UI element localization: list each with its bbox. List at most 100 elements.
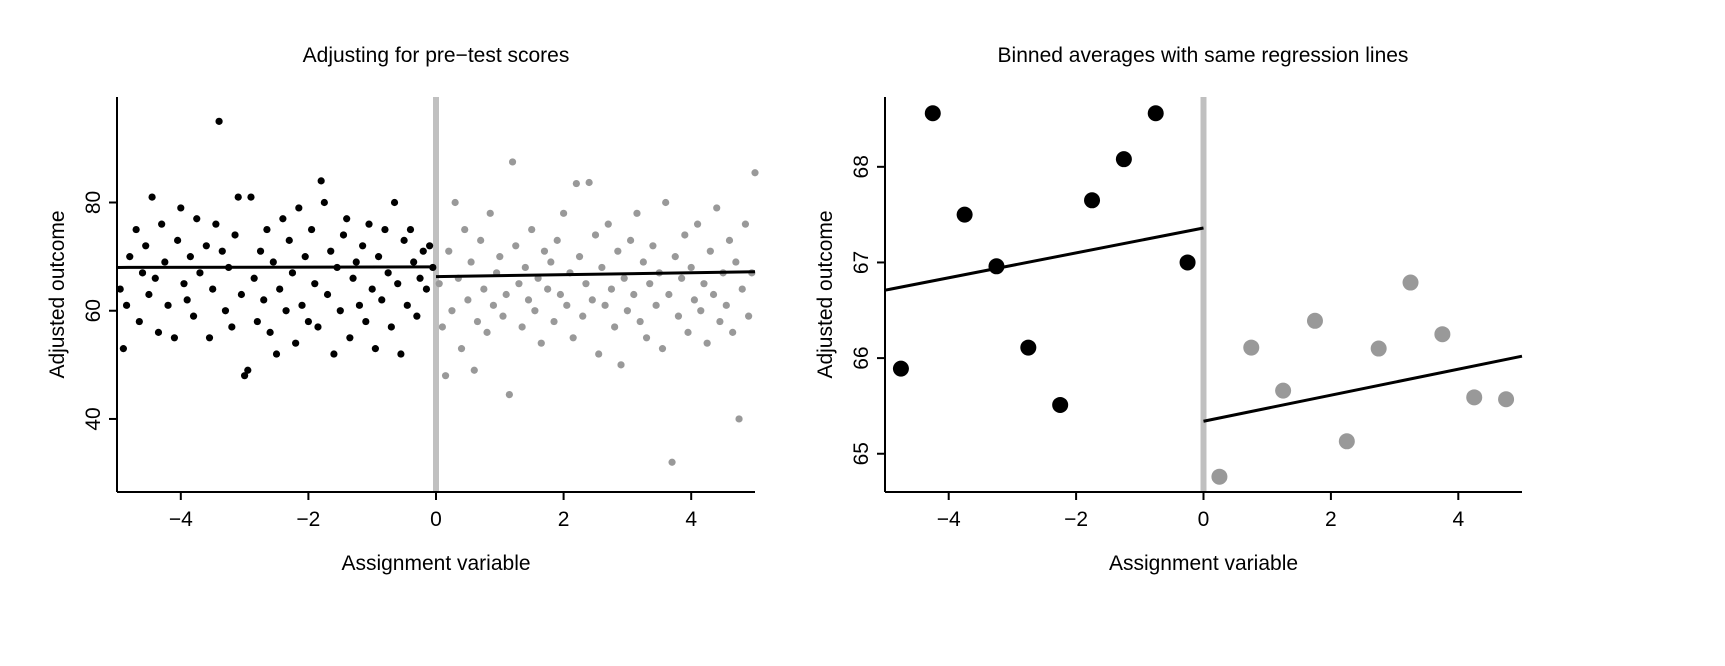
data-point — [151, 274, 159, 282]
data-point — [892, 360, 909, 377]
data-point — [122, 301, 131, 309]
regression-line — [435, 270, 756, 279]
data-point — [652, 301, 660, 309]
data-point — [212, 220, 220, 228]
data-point — [671, 253, 679, 261]
data-point — [544, 285, 552, 293]
data-point — [119, 345, 127, 353]
data-point — [250, 274, 258, 282]
data-point — [531, 307, 539, 315]
data-point — [413, 312, 421, 320]
y-tick-label: 65 — [850, 442, 873, 465]
data-point — [285, 236, 293, 244]
data-point — [585, 178, 593, 187]
data-point — [416, 274, 424, 282]
data-point — [1498, 391, 1515, 408]
data-point — [381, 225, 389, 234]
data-point — [145, 290, 153, 299]
data-point — [502, 290, 510, 299]
data-point — [362, 317, 370, 326]
data-point — [639, 258, 647, 266]
data-point — [349, 274, 357, 282]
data-point — [451, 198, 459, 207]
data-point — [496, 253, 504, 261]
data-point — [279, 215, 287, 223]
data-point — [678, 274, 686, 282]
data-point — [448, 307, 456, 315]
data-point — [528, 225, 536, 234]
data-point — [560, 209, 568, 217]
y-tick-label: 80 — [82, 191, 105, 214]
data-point — [317, 177, 325, 185]
data-point — [170, 334, 179, 342]
x-tick-label: −2 — [1064, 508, 1088, 531]
data-point — [387, 323, 395, 331]
data-point — [470, 366, 478, 374]
data-point — [228, 323, 236, 331]
data-point — [441, 372, 450, 380]
data-point — [477, 236, 485, 244]
data-point — [617, 361, 625, 369]
data-point — [365, 220, 373, 228]
data-point — [189, 312, 198, 320]
data-point — [713, 204, 721, 212]
data-point — [703, 339, 711, 347]
data-point — [1211, 468, 1228, 485]
data-point — [307, 225, 316, 234]
data-point — [292, 339, 300, 347]
y-axis-label: Adjusted outcome — [46, 210, 69, 378]
data-point — [524, 296, 533, 304]
data-point — [515, 280, 523, 288]
left-panel: Adjusting for pre−test scores −4 −2 0 2 4 40 60… — [46, 44, 759, 575]
data-point — [346, 334, 354, 342]
data-point — [269, 258, 277, 266]
data-point — [241, 372, 249, 380]
data-point — [390, 198, 399, 207]
data-point — [595, 350, 603, 358]
data-point — [665, 290, 673, 299]
x-axis-label: Assignment variable — [1109, 552, 1298, 575]
data-point — [556, 290, 565, 299]
data-point — [464, 296, 472, 304]
data-point — [572, 179, 580, 188]
data-point — [180, 280, 188, 288]
data-point — [422, 285, 431, 293]
data-point — [330, 350, 338, 358]
data-point — [202, 242, 210, 250]
data-point — [716, 317, 724, 326]
data-point — [1179, 254, 1196, 271]
x-tick-label: 0 — [1198, 508, 1210, 531]
data-point — [400, 236, 408, 244]
data-point — [272, 350, 281, 358]
data-point — [260, 296, 268, 304]
data-point — [221, 307, 230, 315]
data-point — [461, 225, 469, 234]
data-point — [384, 269, 392, 277]
data-point — [177, 204, 185, 212]
data-point — [1402, 274, 1419, 291]
data-point — [1243, 339, 1260, 356]
data-point — [642, 334, 651, 342]
data-point — [378, 296, 386, 304]
data-point — [368, 285, 376, 293]
y-tick-label: 40 — [82, 407, 105, 430]
data-point — [735, 415, 743, 423]
data-point — [626, 236, 635, 244]
data-point — [323, 290, 332, 299]
series-above-cutoff — [1211, 274, 1515, 485]
x-axis-label: Assignment variable — [341, 552, 530, 575]
data-point — [126, 253, 134, 261]
data-point — [426, 242, 434, 250]
data-point — [247, 193, 255, 201]
data-point — [1084, 192, 1101, 209]
data-point — [314, 323, 322, 331]
series-above-cutoff — [435, 158, 759, 466]
data-point — [607, 285, 616, 293]
data-point — [161, 258, 169, 266]
data-point — [343, 215, 351, 223]
data-point — [662, 198, 670, 207]
data-point — [569, 334, 577, 342]
data-point — [1466, 389, 1483, 406]
data-point — [521, 263, 529, 272]
